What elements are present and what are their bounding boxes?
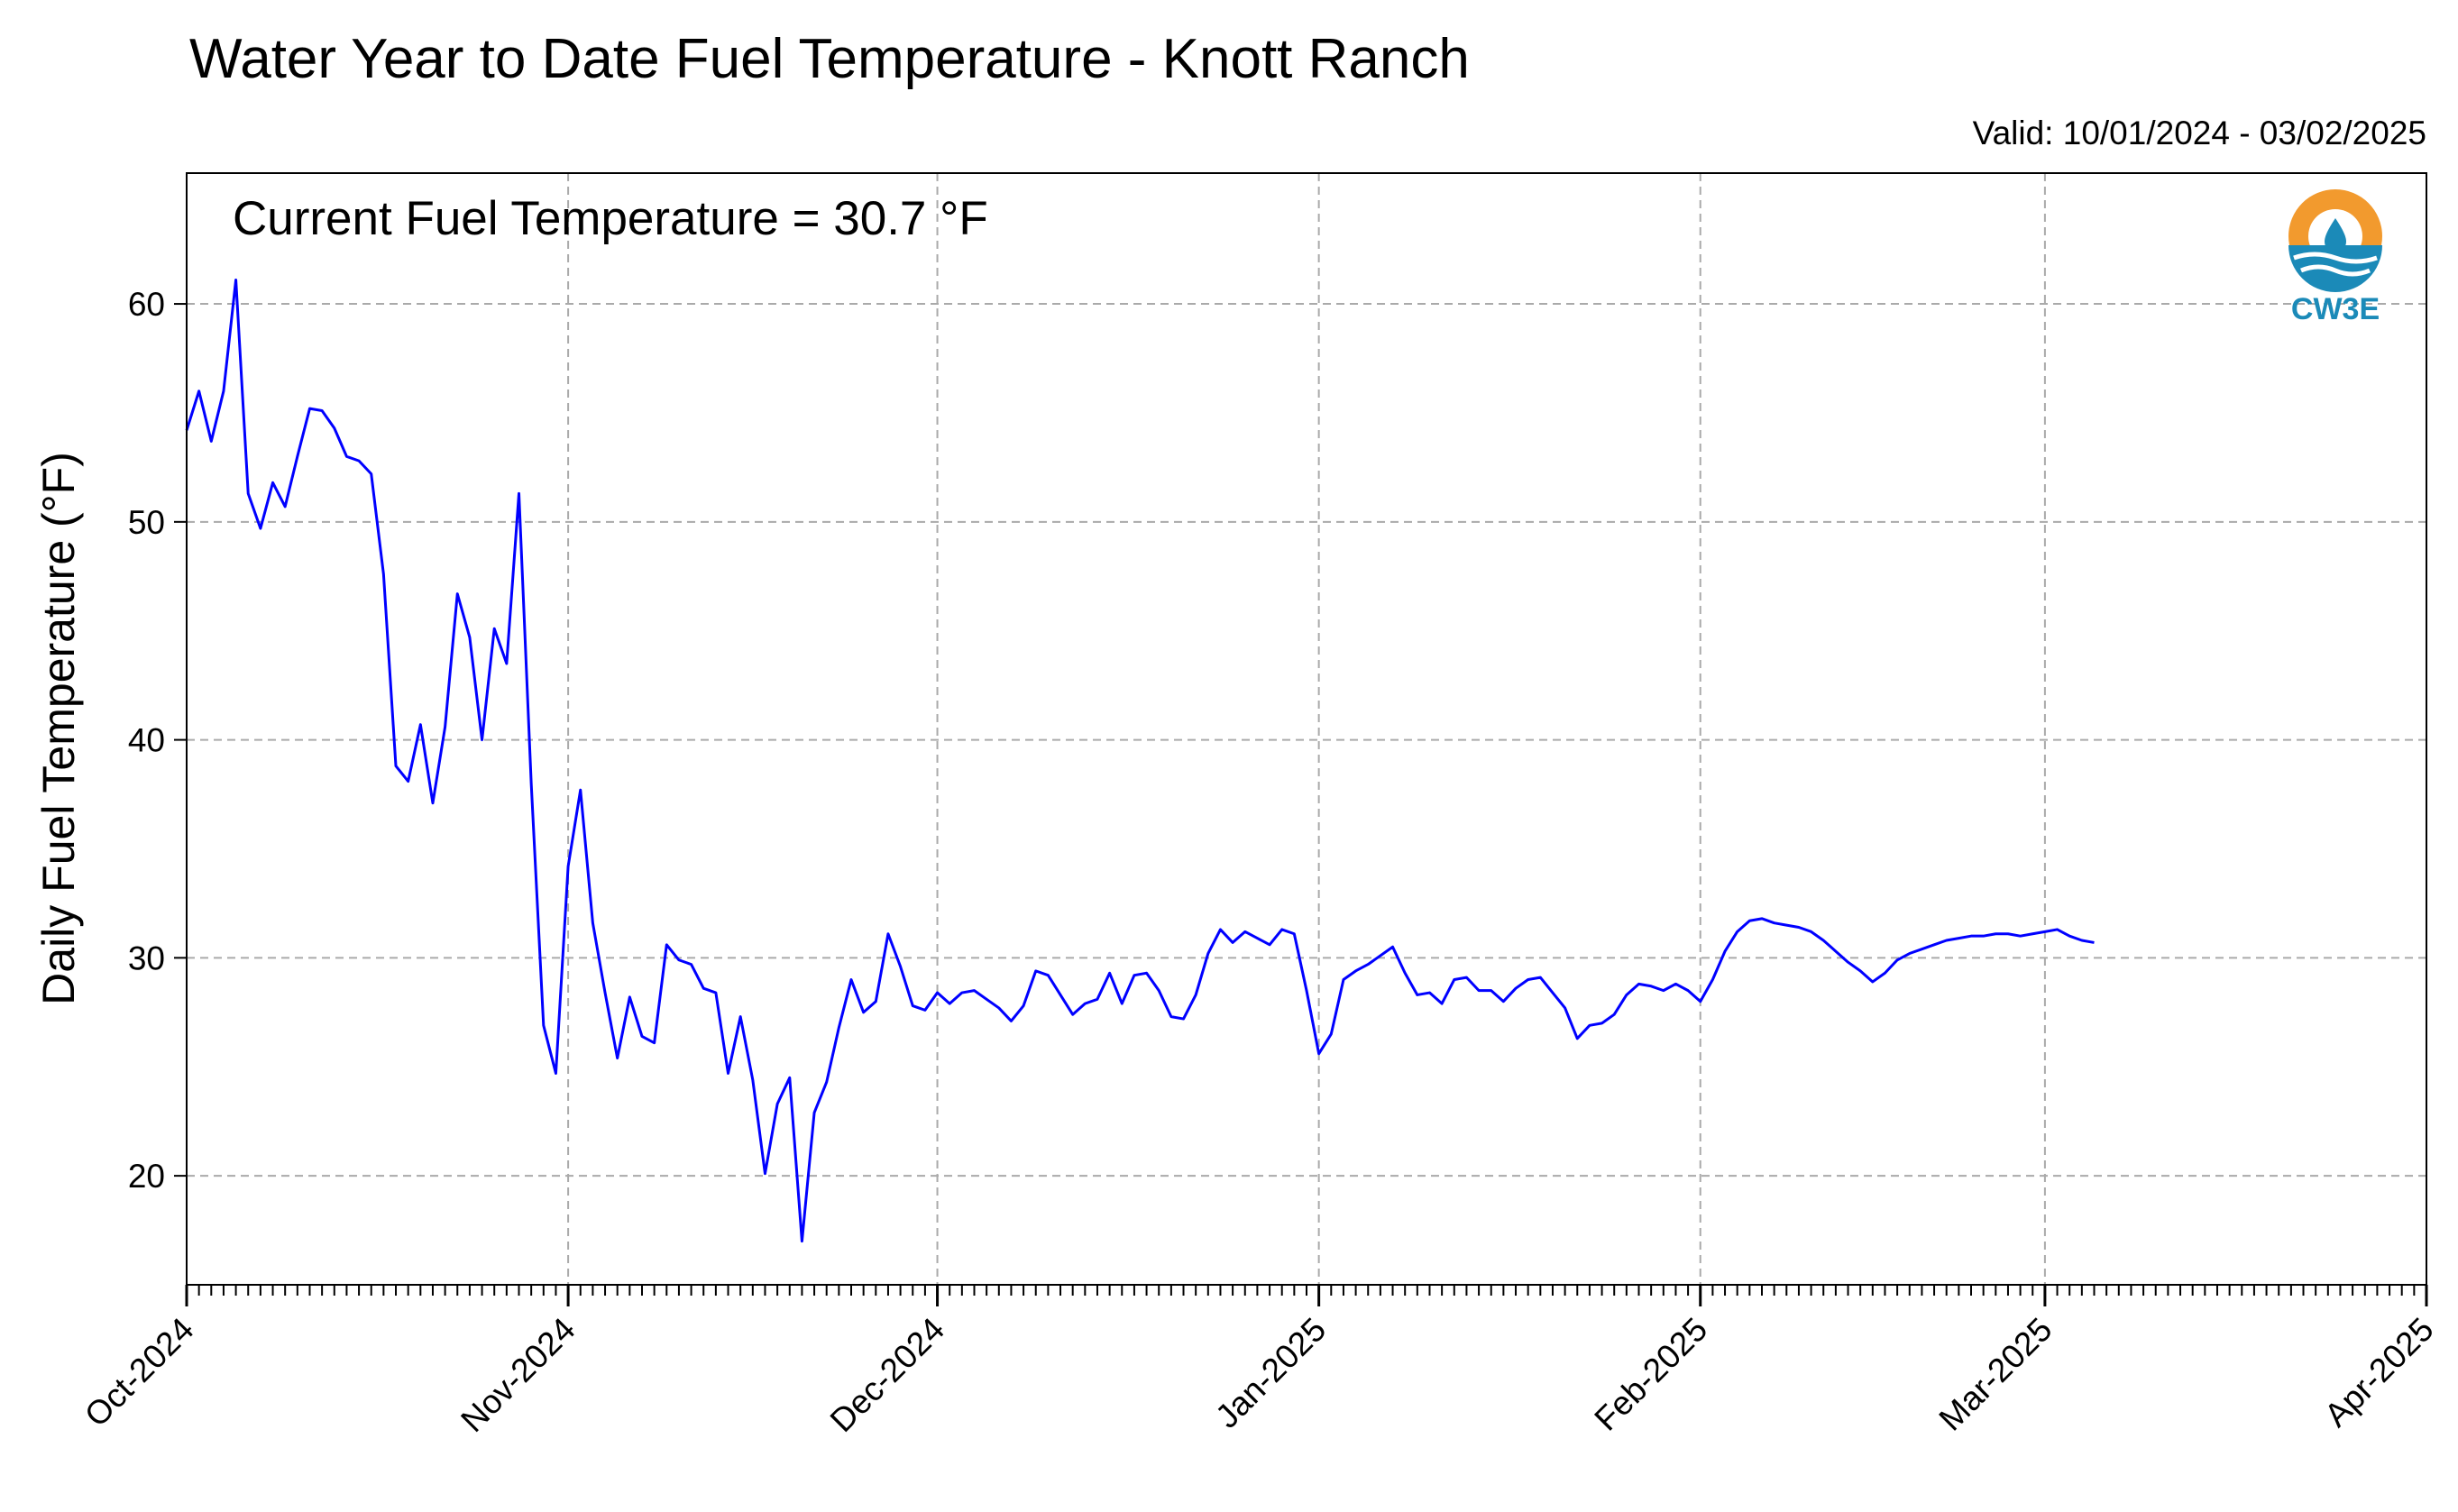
x-tick-label: Mar-2025 bbox=[1932, 1311, 2059, 1438]
grid-lines bbox=[187, 173, 2426, 1285]
cw3e-logo: CW3E bbox=[2288, 189, 2382, 326]
y-tick-label: 60 bbox=[128, 286, 165, 323]
x-tick-label: Apr-2025 bbox=[2317, 1311, 2441, 1434]
y-axis-label: Daily Fuel Temperature (°F) bbox=[33, 452, 84, 1005]
y-tick-label: 50 bbox=[128, 504, 165, 541]
y-tick-label: 30 bbox=[128, 939, 165, 976]
y-tick-label: 20 bbox=[128, 1158, 165, 1195]
x-tick-label: Feb-2025 bbox=[1587, 1311, 1714, 1438]
valid-range: Valid: 10/01/2024 - 03/02/2025 bbox=[1973, 115, 2426, 151]
plot-frame bbox=[186, 172, 2427, 1286]
x-tick-label: Nov-2024 bbox=[454, 1311, 582, 1439]
x-tick-label: Dec-2024 bbox=[823, 1311, 951, 1439]
axis-ticks bbox=[174, 303, 2428, 1306]
x-tick-labels: Oct-2024 Nov-2024 Dec-2024 Jan-2025 Feb-2025… bbox=[78, 1311, 2441, 1439]
fuel-temperature-line bbox=[185, 278, 2095, 1243]
logo-text: CW3E bbox=[2291, 292, 2380, 326]
y-tick-labels: 20 30 40 50 60 bbox=[128, 286, 165, 1195]
x-tick-label: Oct-2024 bbox=[78, 1311, 201, 1434]
x-tick-label: Jan-2025 bbox=[1208, 1311, 1333, 1435]
chart-title: Water Year to Date Fuel Temperature - Kn… bbox=[189, 28, 1470, 90]
current-temperature-annotation: Current Fuel Temperature = 30.7 °F bbox=[233, 192, 988, 245]
y-tick-label: 40 bbox=[128, 722, 165, 759]
